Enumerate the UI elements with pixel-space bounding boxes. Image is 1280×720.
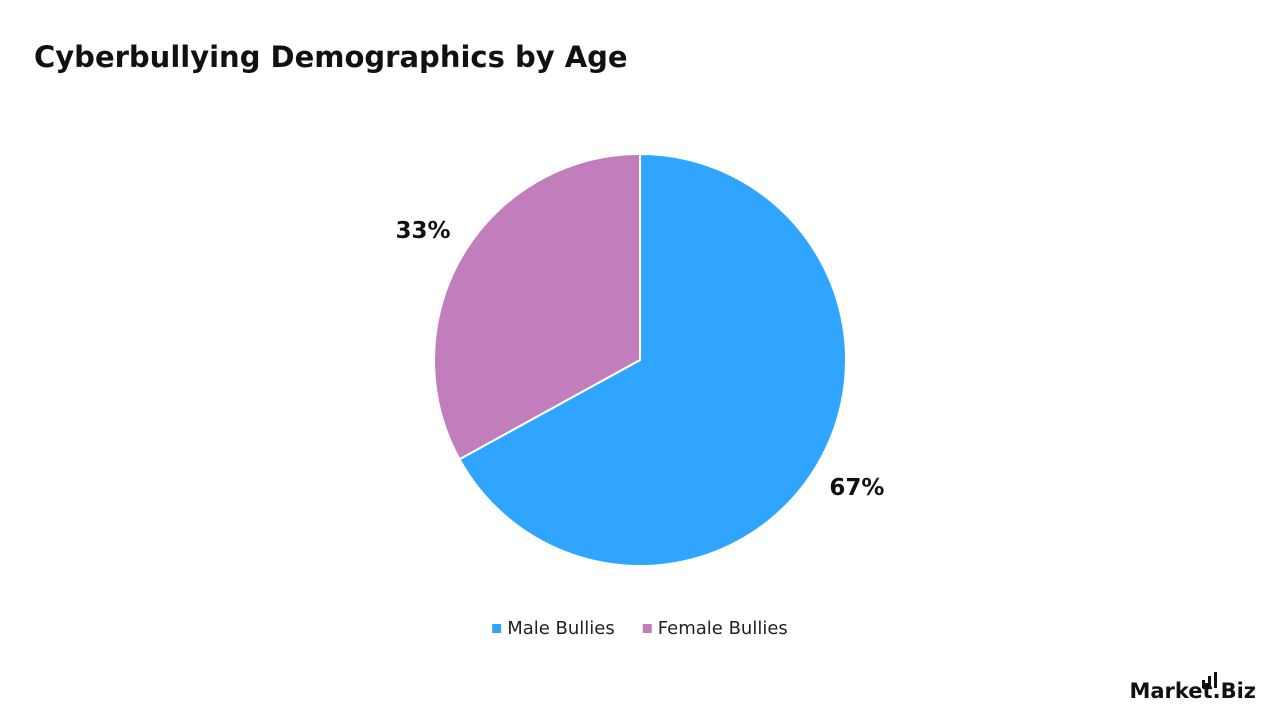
pie-slice <box>458 152 847 567</box>
value-label: 33% <box>396 218 451 244</box>
chart-title: Cyberbullying Demographics by Age <box>34 40 628 74</box>
value-label: 67% <box>829 475 884 501</box>
legend-swatch <box>642 624 652 633</box>
legend-swatch <box>492 624 502 633</box>
brand-icon <box>1202 672 1217 688</box>
legend-label: Female Bullies <box>658 618 788 639</box>
legend-label: Male Bullies <box>507 618 615 639</box>
pie-slice <box>433 152 641 461</box>
brand: Market.Biz <box>1129 679 1256 703</box>
